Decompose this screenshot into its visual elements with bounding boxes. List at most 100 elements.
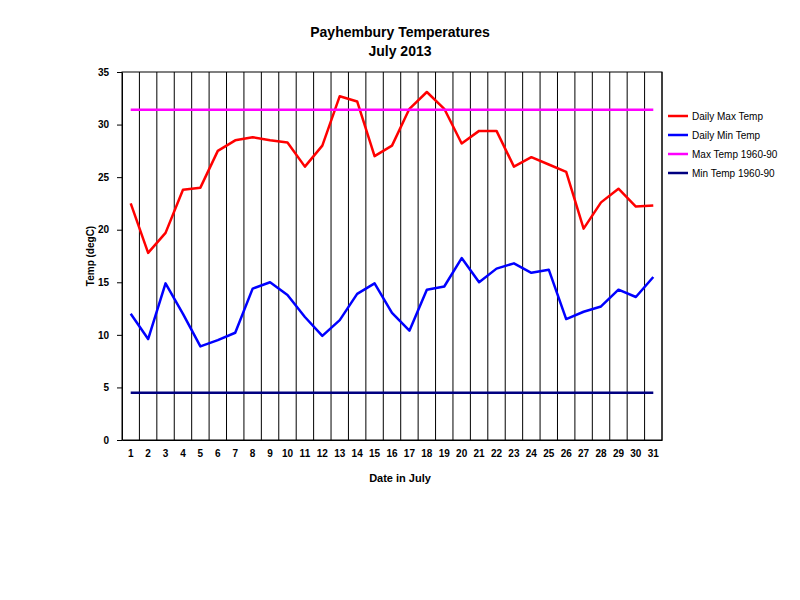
tick: 19 bbox=[439, 440, 451, 459]
tick-label: 10 bbox=[282, 448, 294, 459]
tick: 1 bbox=[128, 440, 134, 459]
tick-mark bbox=[117, 282, 122, 283]
tick-label: 4 bbox=[180, 448, 186, 459]
grid-line bbox=[644, 72, 645, 440]
tick: 9 bbox=[267, 440, 273, 459]
tick: 12 bbox=[317, 440, 329, 459]
grid-line bbox=[592, 72, 593, 440]
tick-label: 1 bbox=[128, 448, 134, 459]
series-line bbox=[131, 109, 654, 112]
tick-label: 26 bbox=[561, 448, 573, 459]
tick-mark bbox=[117, 72, 122, 73]
subtitle: July 2013 bbox=[368, 43, 431, 59]
tick-label: 6 bbox=[215, 448, 221, 459]
tick: 35 bbox=[98, 67, 122, 78]
tick-label: 28 bbox=[595, 448, 607, 459]
grid-line bbox=[191, 72, 192, 440]
grid-line bbox=[487, 72, 488, 440]
tick-label: 21 bbox=[474, 448, 486, 459]
tick: 30 bbox=[630, 440, 642, 459]
grid-line bbox=[313, 72, 314, 440]
tick: 23 bbox=[508, 440, 520, 459]
tick-label: 16 bbox=[386, 448, 398, 459]
tick: 31 bbox=[648, 440, 660, 459]
grid-line bbox=[418, 72, 419, 440]
tick-label: 17 bbox=[404, 448, 416, 459]
tick: 20 bbox=[98, 224, 122, 235]
tick-label: 25 bbox=[98, 172, 110, 183]
tick: 15 bbox=[98, 277, 122, 288]
axis-line bbox=[122, 73, 123, 441]
tick-label: 23 bbox=[508, 448, 520, 459]
tick: 14 bbox=[352, 440, 364, 459]
tick: 6 bbox=[215, 440, 221, 459]
grid-line bbox=[435, 72, 436, 440]
tick: 27 bbox=[578, 440, 590, 459]
series-line bbox=[131, 391, 654, 394]
tick: 26 bbox=[561, 440, 573, 459]
tick-label: 30 bbox=[98, 119, 110, 130]
series-line bbox=[131, 92, 654, 253]
background bbox=[0, 0, 800, 600]
tick: 21 bbox=[474, 440, 486, 459]
tick: 8 bbox=[250, 440, 256, 459]
grid-line bbox=[226, 72, 227, 440]
tick-label: 31 bbox=[648, 448, 660, 459]
grid-line bbox=[348, 72, 349, 440]
grid-line bbox=[574, 72, 575, 440]
plot-area bbox=[131, 92, 654, 393]
series-line bbox=[131, 258, 654, 346]
tick-label: 29 bbox=[613, 448, 625, 459]
tick: 4 bbox=[180, 440, 186, 459]
x-axis-title: Date in July bbox=[369, 472, 432, 484]
tick-label: 35 bbox=[98, 67, 110, 78]
tick-label: 24 bbox=[526, 448, 538, 459]
tick-label: 22 bbox=[491, 448, 503, 459]
grid-line bbox=[278, 72, 279, 440]
tick-label: 30 bbox=[630, 448, 642, 459]
tick-label: 20 bbox=[98, 224, 110, 235]
tick-mark bbox=[117, 125, 122, 126]
grid-line bbox=[296, 72, 297, 440]
tick: 3 bbox=[163, 440, 169, 459]
tick: 16 bbox=[386, 440, 398, 459]
chart: Payhembury TemperaturesJuly 201305101520… bbox=[0, 0, 800, 600]
grid-line bbox=[522, 72, 523, 440]
legend-swatch bbox=[668, 115, 688, 118]
tick-label: 0 bbox=[103, 435, 109, 446]
tick-label: 7 bbox=[232, 448, 238, 459]
plot-frame bbox=[122, 72, 662, 440]
tick-label: 2 bbox=[145, 448, 151, 459]
tick-label: 5 bbox=[103, 382, 109, 393]
tick: 7 bbox=[232, 440, 238, 459]
tick: 24 bbox=[526, 440, 538, 459]
legend-label: Daily Max Temp bbox=[692, 111, 763, 122]
tick-label: 27 bbox=[578, 448, 590, 459]
tick-label: 19 bbox=[439, 448, 451, 459]
tick: 30 bbox=[98, 119, 122, 130]
tick: 17 bbox=[404, 440, 416, 459]
tick: 18 bbox=[421, 440, 433, 459]
legend-swatch bbox=[668, 172, 688, 175]
grid-line bbox=[174, 72, 175, 440]
grid-line bbox=[609, 72, 610, 440]
grid-line bbox=[505, 72, 506, 440]
grid-line bbox=[557, 72, 558, 440]
tick: 15 bbox=[369, 440, 381, 459]
tick: 28 bbox=[595, 440, 607, 459]
y-axis: 0 5 10 15 20 25 30 35 bbox=[98, 67, 123, 446]
tick: 11 bbox=[300, 440, 311, 459]
tick-label: 25 bbox=[543, 448, 555, 459]
grid-line bbox=[139, 72, 140, 440]
tick-label: 10 bbox=[98, 330, 110, 341]
tick: 2 bbox=[145, 440, 151, 459]
tick: 20 bbox=[456, 440, 468, 459]
tick-label: 12 bbox=[317, 448, 329, 459]
tick: 5 bbox=[198, 440, 204, 459]
tick-label: 14 bbox=[352, 448, 364, 459]
grid-line bbox=[261, 72, 262, 440]
tick-label: 5 bbox=[198, 448, 204, 459]
tick-label: 3 bbox=[163, 448, 169, 459]
tick: 0 bbox=[103, 435, 122, 446]
tick-label: 8 bbox=[250, 448, 256, 459]
